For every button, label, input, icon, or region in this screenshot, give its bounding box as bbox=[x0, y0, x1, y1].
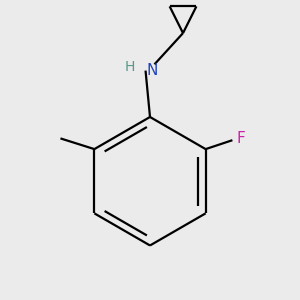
Text: N: N bbox=[147, 63, 158, 78]
Text: H: H bbox=[124, 60, 135, 74]
Text: F: F bbox=[237, 131, 246, 146]
